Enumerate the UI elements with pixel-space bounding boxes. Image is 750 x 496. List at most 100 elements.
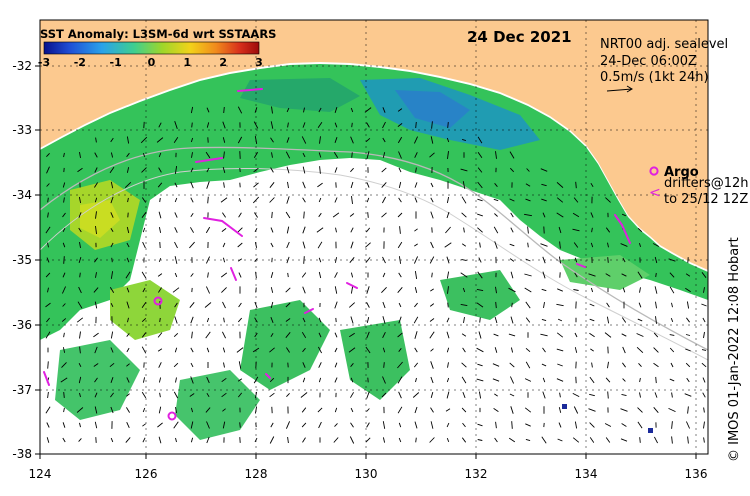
current-vector — [685, 273, 691, 277]
current-vector — [477, 198, 483, 202]
current-vector — [302, 197, 306, 203]
current-vector — [174, 182, 178, 188]
current-vector — [414, 182, 418, 188]
current-vector — [110, 137, 114, 143]
current-vector — [462, 422, 466, 428]
current-vector — [318, 197, 322, 203]
current-vector — [574, 272, 578, 278]
current-vector — [397, 361, 403, 369]
current-vector — [78, 286, 82, 294]
current-vector — [591, 227, 593, 233]
current-vector — [173, 421, 179, 429]
current-vector — [93, 287, 99, 293]
current-vector — [366, 331, 370, 339]
current-vector — [477, 439, 483, 441]
current-vector — [477, 167, 483, 173]
current-vector — [590, 242, 594, 248]
current-vector — [382, 121, 386, 129]
current-vector — [334, 407, 338, 413]
current-vector — [574, 257, 578, 263]
current-vector — [316, 227, 324, 233]
current-vector — [573, 289, 579, 291]
current-vector — [382, 301, 386, 309]
current-vector — [269, 197, 275, 203]
current-vector — [222, 212, 226, 218]
current-vector — [687, 436, 689, 444]
current-vector — [671, 421, 673, 429]
current-vector — [430, 421, 434, 429]
current-vector — [655, 301, 657, 309]
current-vector — [253, 151, 259, 159]
current-vector — [222, 257, 226, 263]
colorbar-gradient — [43, 41, 260, 55]
current-vector — [429, 256, 435, 264]
current-vector — [686, 317, 690, 323]
current-vector — [703, 421, 705, 429]
current-vector — [317, 182, 323, 188]
current-vector — [556, 378, 564, 382]
current-vector — [477, 363, 483, 367]
current-vector — [47, 242, 49, 248]
current-vector — [111, 257, 113, 263]
current-vector — [573, 197, 579, 203]
current-vector — [414, 406, 418, 414]
current-vector — [413, 362, 419, 368]
current-vector — [317, 122, 323, 128]
current-vector — [254, 227, 258, 233]
current-vector — [461, 138, 467, 142]
current-vector — [237, 392, 243, 398]
current-vector — [269, 436, 275, 444]
current-vector — [95, 137, 97, 143]
current-vector — [95, 272, 97, 278]
current-vector — [110, 228, 114, 232]
current-vector — [269, 347, 275, 353]
current-vector — [205, 331, 211, 339]
current-vector — [94, 377, 98, 383]
current-vector — [126, 136, 130, 144]
current-vector — [557, 318, 563, 322]
current-vector — [461, 333, 467, 337]
current-vector — [493, 333, 499, 337]
current-vector — [60, 377, 68, 383]
current-vector — [157, 332, 163, 338]
current-vector — [350, 422, 354, 428]
current-vector — [252, 347, 260, 353]
current-vector — [669, 272, 675, 278]
current-vector — [175, 437, 177, 443]
current-vector — [271, 211, 273, 219]
current-vector — [606, 316, 610, 324]
current-vector — [701, 362, 707, 368]
current-vector — [206, 122, 210, 128]
current-vector — [94, 392, 98, 398]
current-vector — [590, 348, 594, 352]
current-vector — [110, 152, 114, 158]
current-vector — [607, 257, 609, 263]
current-vector — [156, 137, 164, 143]
current-vector — [94, 197, 98, 203]
current-vector — [526, 168, 530, 172]
current-vector — [285, 421, 291, 429]
current-vector — [285, 151, 291, 159]
current-vector — [271, 106, 273, 114]
current-vector — [142, 287, 146, 293]
x-tick-label: 124 — [29, 467, 52, 481]
current-vector — [414, 197, 418, 203]
current-vector — [174, 316, 178, 324]
current-vector — [494, 241, 498, 249]
current-vector — [655, 272, 657, 278]
current-vector — [334, 347, 338, 353]
scale-arrow-icon — [606, 85, 633, 93]
current-vector — [158, 167, 162, 173]
current-vector — [126, 226, 130, 234]
current-vector — [302, 226, 306, 234]
current-vector — [382, 331, 386, 339]
current-vector — [525, 423, 531, 427]
current-vector — [446, 317, 450, 323]
current-vector — [141, 391, 147, 399]
current-vector — [525, 183, 531, 187]
current-vector — [141, 346, 147, 354]
current-vector — [190, 407, 194, 413]
current-vector — [349, 436, 355, 444]
current-vector — [605, 437, 611, 443]
current-vector — [45, 302, 51, 308]
